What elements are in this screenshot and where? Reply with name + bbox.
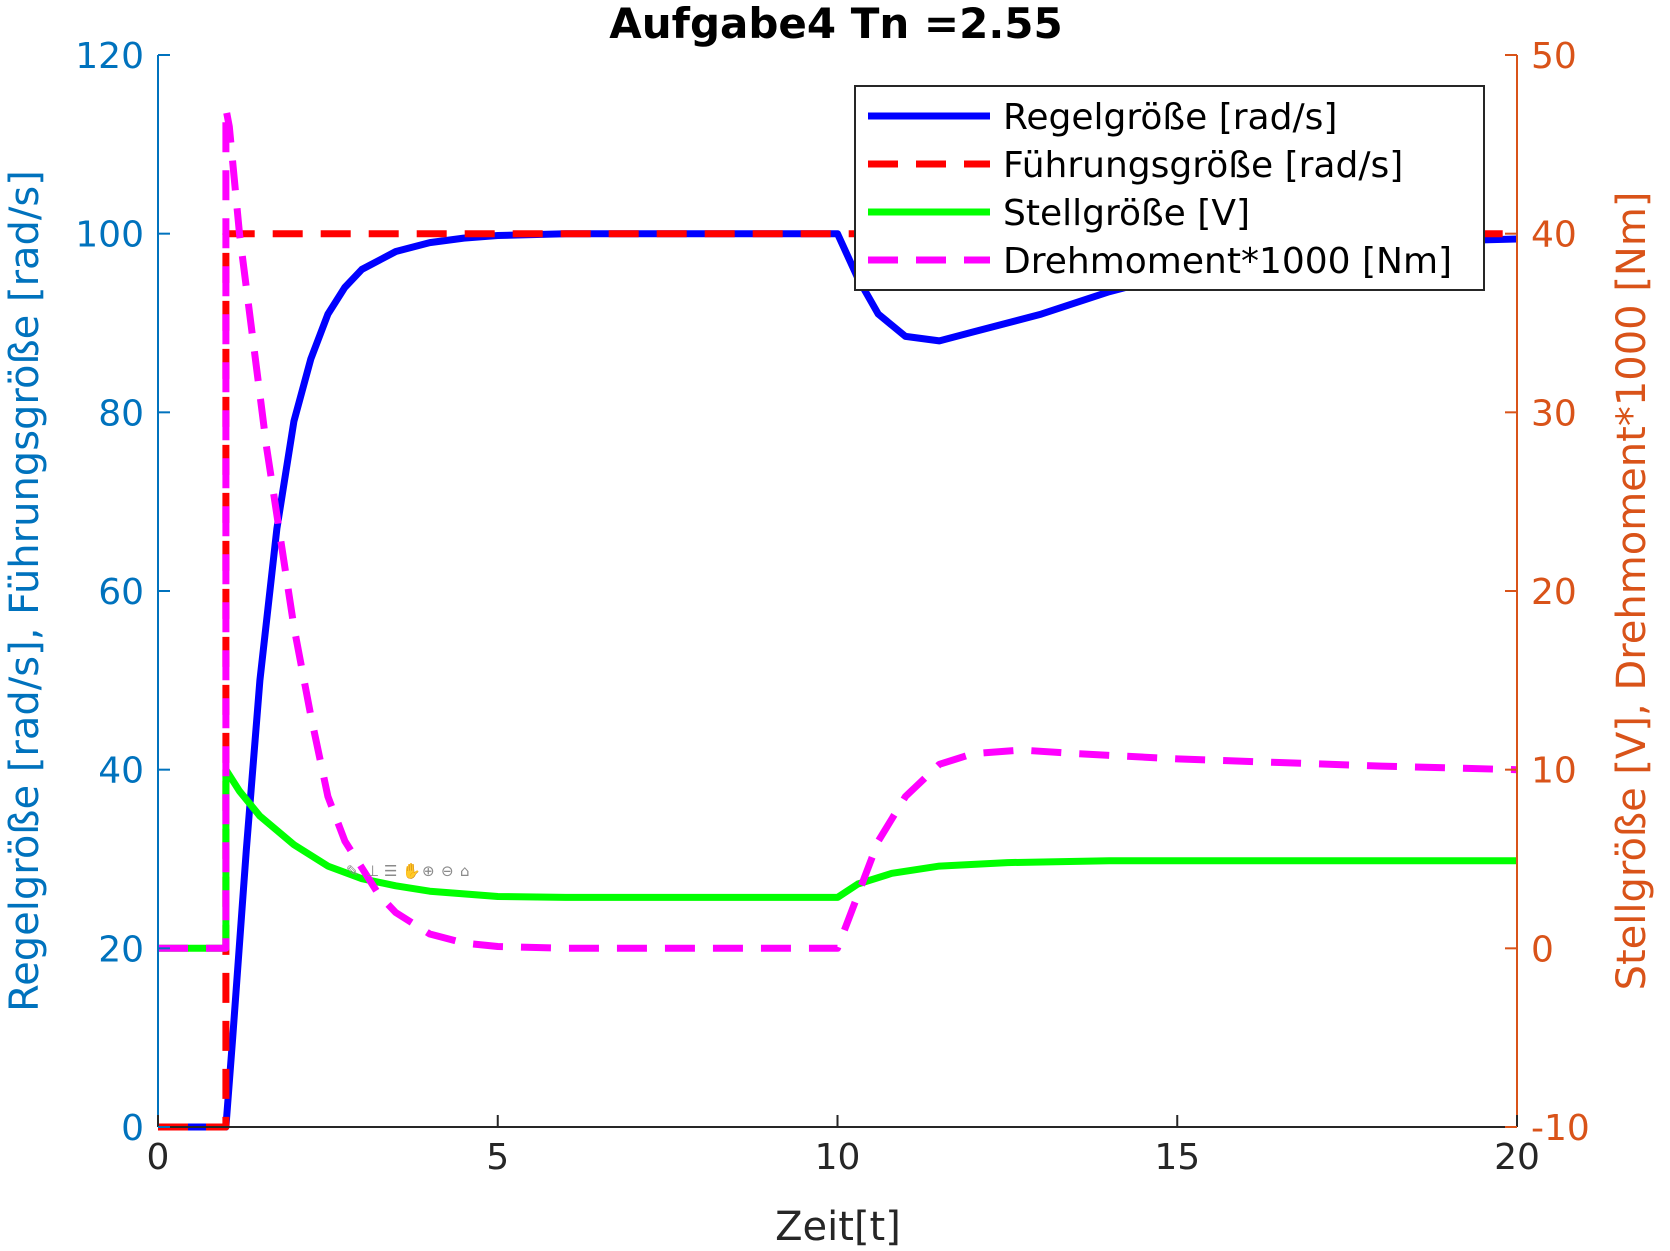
- zoom-out-icon[interactable]: ⊖: [441, 862, 454, 880]
- legend-label-drehmoment-1000-nm: Drehmoment*1000 [Nm]: [1003, 241, 1452, 282]
- zoom-in-icon[interactable]: ⊕: [422, 862, 435, 880]
- legend-entries: Regelgröße [rad/s] Führungsgröße [rad/s] S…: [868, 97, 1452, 282]
- legend-label-stellgr-e-v: Stellgröße [V]: [1003, 193, 1250, 234]
- left-y-tick-label: 40: [98, 751, 144, 792]
- x-axis-label: Zeit[t]: [775, 1204, 901, 1250]
- export-icon[interactable]: ☰: [384, 862, 397, 880]
- series-line-stellgr-e-v: [158, 766, 1517, 952]
- data-tips-icon[interactable]: ⊥: [366, 862, 379, 880]
- pan-hand-icon[interactable]: ✋: [402, 862, 421, 880]
- x-tick-label: 0: [147, 1137, 170, 1178]
- left-y-tick-label: 100: [75, 215, 144, 256]
- chart-title: Aufgabe4 Tn =2.55: [609, 0, 1062, 48]
- right-y-tick-label: 50: [1531, 36, 1577, 77]
- left-y-tick-label: 20: [98, 929, 144, 970]
- left-y-tick-label: 0: [121, 1108, 144, 1149]
- right-y-tick-label: 30: [1531, 393, 1577, 434]
- legend-label-f-hrungsgr-e-rad-s: Führungsgröße [rad/s]: [1003, 145, 1403, 186]
- left-y-tick-label: 60: [98, 572, 144, 613]
- series-line-drehmoment-1000-nm: [158, 105, 1518, 952]
- x-tick-label: 5: [486, 1137, 509, 1178]
- right-y-axis-label: Stellgröße [V], Drehmoment*1000 [Nm]: [1609, 192, 1655, 991]
- right-y-tick-label: 10: [1531, 751, 1577, 792]
- right-y-tick-label: 20: [1531, 572, 1577, 613]
- home-icon[interactable]: ⌂: [460, 862, 470, 880]
- brush-icon[interactable]: ✎: [346, 862, 359, 880]
- axes-toolbar[interactable]: ✎ ⊥ ☰ ✋ ⊕ ⊖ ⌂: [346, 862, 470, 880]
- x-tick-label: 15: [1154, 1137, 1200, 1178]
- left-y-tick-label: 80: [98, 393, 144, 434]
- ticks-layer: 0 5 10 15 20 0 20 40 60 80 100 120 -10 0 10 20 30 40 50: [75, 36, 1590, 1178]
- right-y-tick-label: 0: [1531, 929, 1554, 970]
- right-y-tick-label: 40: [1531, 215, 1577, 256]
- x-tick-label: 10: [815, 1137, 861, 1178]
- legend-box: [854, 85, 1485, 291]
- left-y-axis-label: Regelgröße [rad/s], Führungsgröße [rad/s…: [2, 170, 48, 1012]
- right-y-tick-label: -10: [1531, 1108, 1590, 1149]
- x-tick-label: 20: [1494, 1137, 1540, 1178]
- left-y-tick-label: 120: [75, 36, 144, 77]
- legend-label-regelgr-e-rad-s: Regelgröße [rad/s]: [1003, 97, 1337, 138]
- legend: Regelgröße [rad/s] Führungsgröße [rad/s] S…: [854, 85, 1485, 291]
